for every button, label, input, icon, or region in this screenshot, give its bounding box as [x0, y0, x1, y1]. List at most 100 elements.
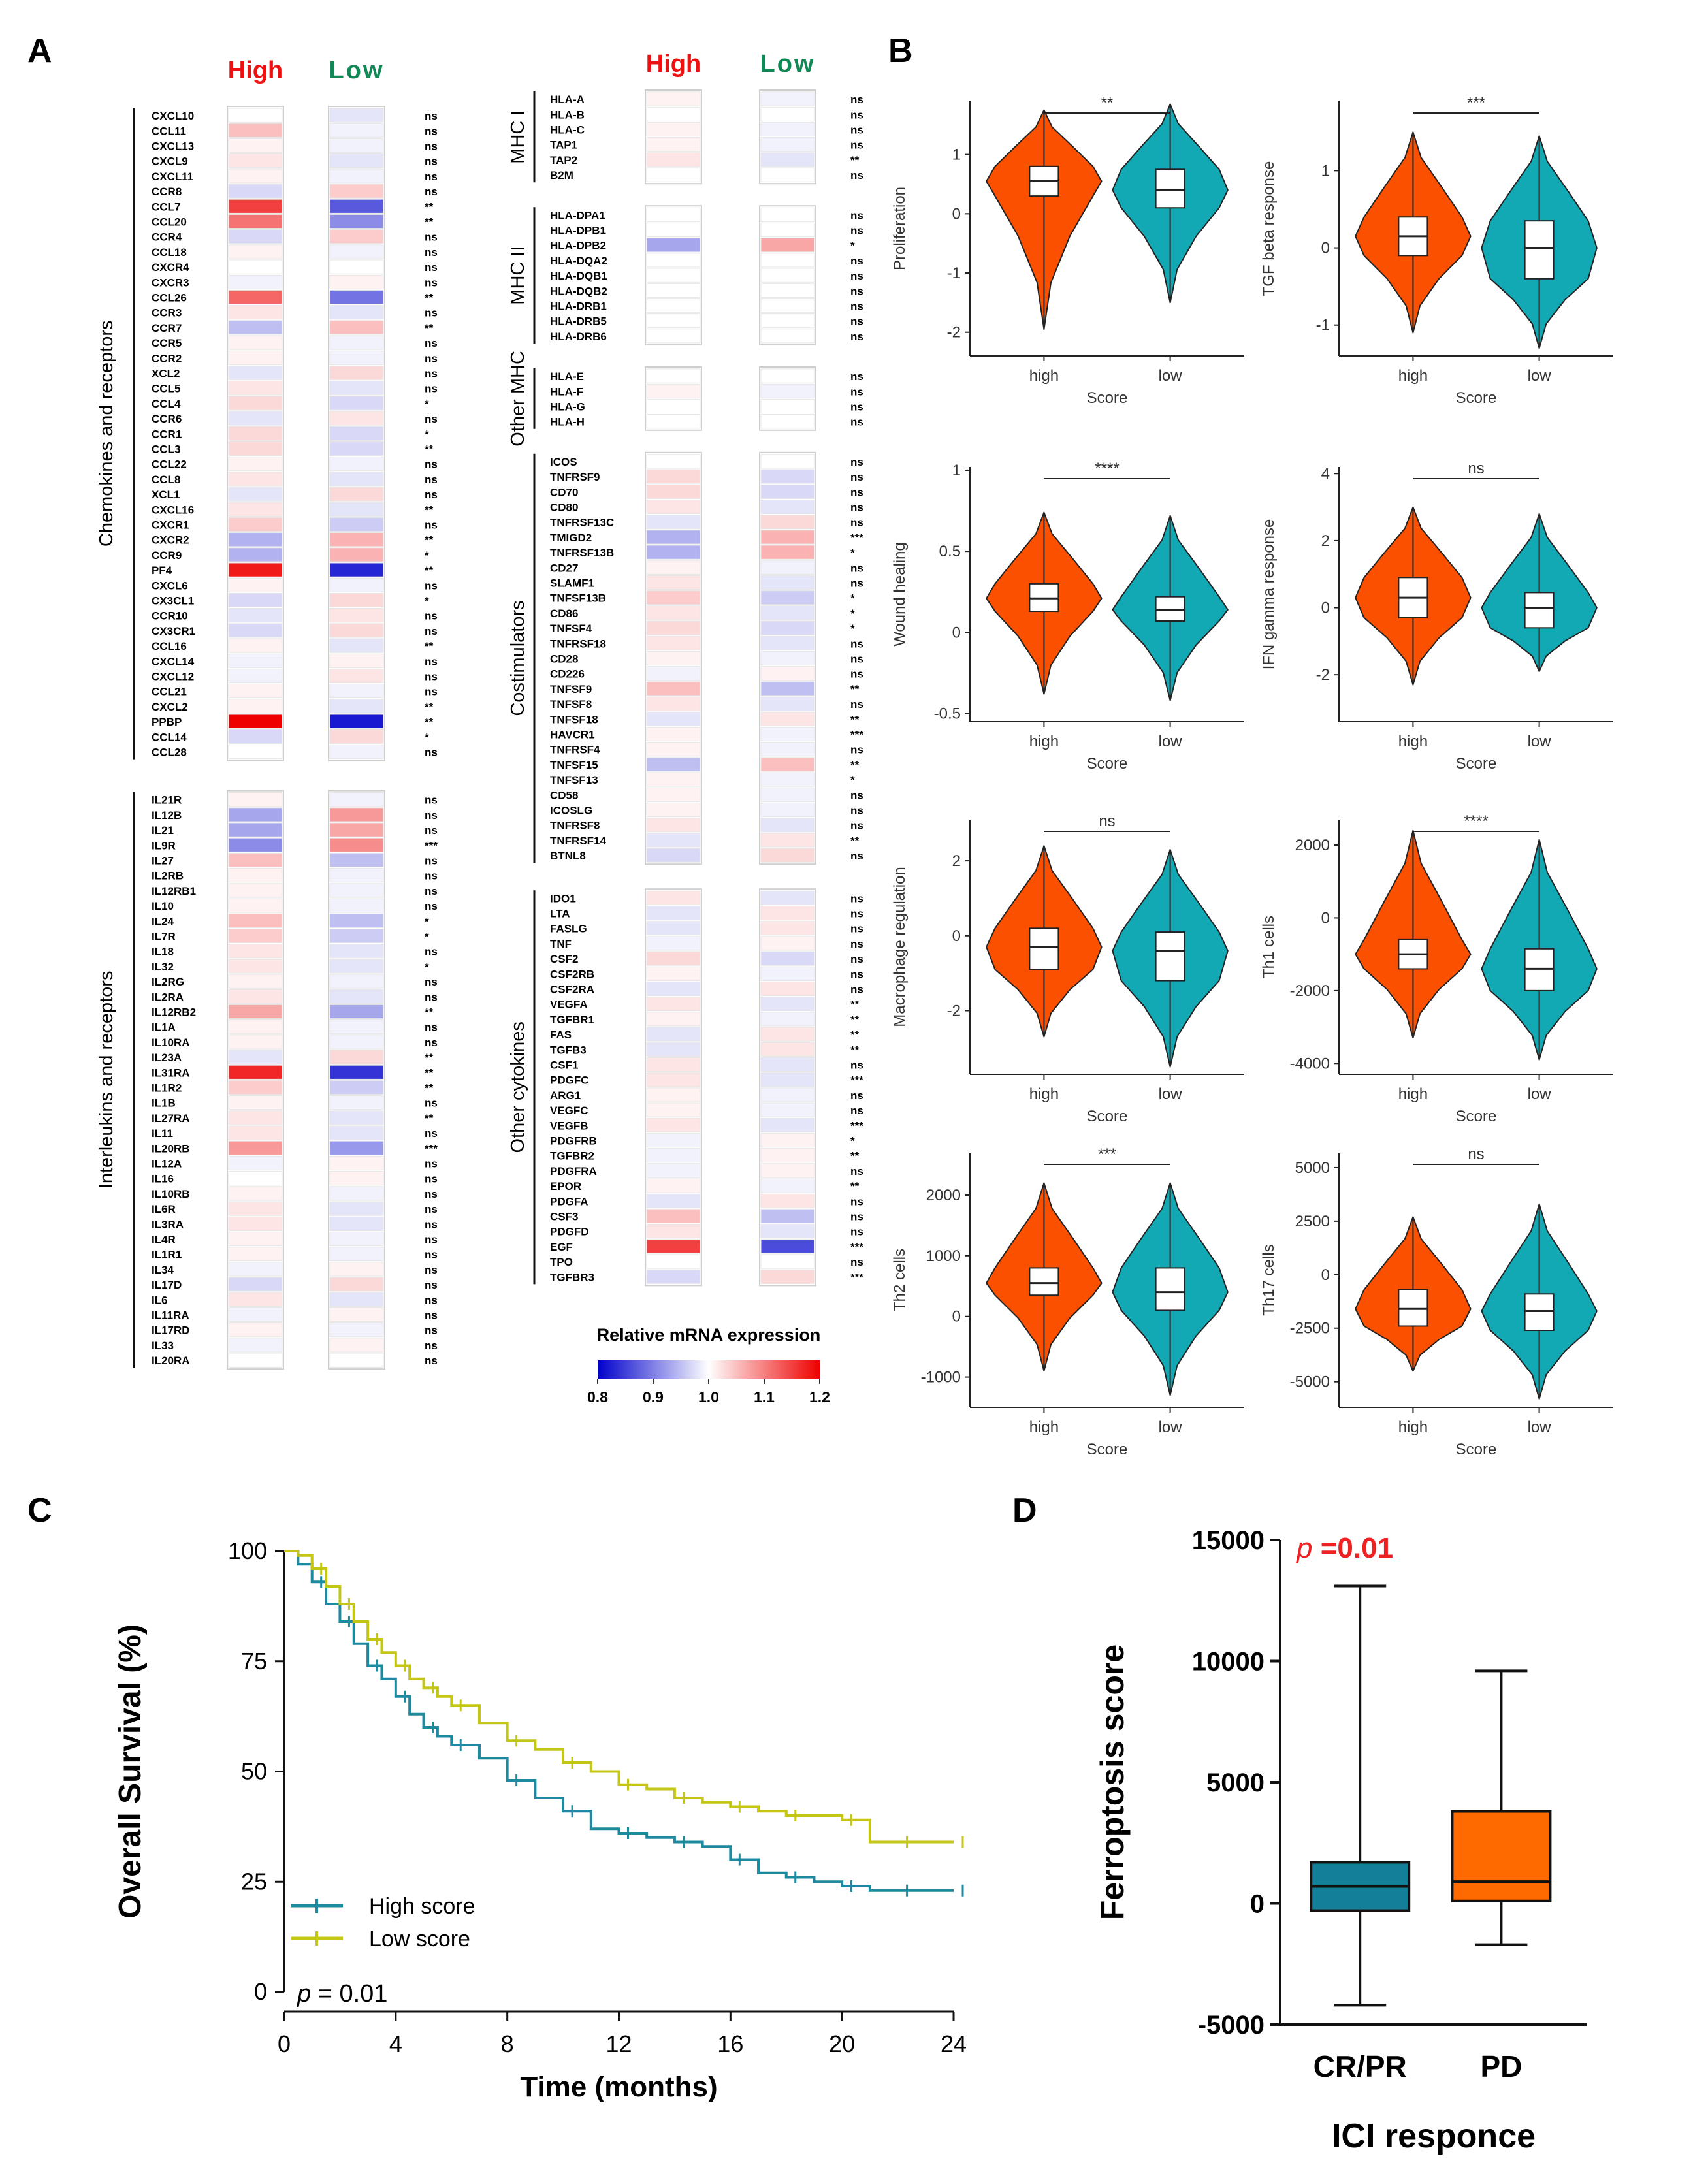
gene-label: HLA-E [550, 370, 584, 383]
heatmap-cell-high [228, 1262, 283, 1277]
heatmap-cell-high [228, 623, 283, 638]
gene-label: CCL22 [152, 458, 187, 471]
heatmap-cell-high [228, 562, 283, 577]
heatmap-group-other-cytokines: IDO1 ns LTA ns FASLG ns TNF ns CSF2 ns CSF2RB ns CSF… [508, 888, 863, 1287]
heatmap-cell-high [228, 1095, 283, 1110]
heatmap-cell-high [228, 729, 283, 744]
significance-label: ns [425, 231, 438, 244]
y-axis-label: Ferroptosis score [1094, 1644, 1131, 1920]
heatmap-cell-low [760, 742, 815, 757]
heatmap-cell-low [329, 729, 384, 744]
heatmap-cell-high [646, 833, 701, 848]
gene-label: CD28 [550, 652, 578, 665]
heatmap-frame-high [645, 451, 702, 865]
significance-label: ns [425, 185, 438, 198]
heatmap-cell-high [646, 742, 701, 757]
gene-label: EGF [550, 1241, 573, 1253]
heatmap-cell-low [760, 1072, 815, 1087]
gene-label: CD80 [550, 501, 578, 513]
significance-label: ns [425, 140, 438, 152]
significance-label: ns [425, 1188, 438, 1200]
heatmap-cell-high [646, 398, 701, 414]
gene-label: TNFRSF4 [550, 744, 600, 756]
x-axis-label: Score [1087, 1441, 1128, 1458]
heatmap-cell-high [646, 635, 701, 650]
significance-label: ns [850, 285, 863, 297]
gene-label: CSF3 [550, 1210, 578, 1223]
heatmap-cell-low [329, 199, 384, 214]
heatmap-cell-low [760, 905, 815, 921]
significance-label: ns [425, 1294, 438, 1306]
y-tick-label: 0 [1321, 1266, 1330, 1284]
heatmap-cell-high [646, 1087, 701, 1102]
significance-label: ns [425, 337, 438, 349]
y-axis-label: Th2 cells [891, 1249, 909, 1311]
gene-label: IL6R [152, 1203, 176, 1215]
heatmap-cell-low [329, 1292, 384, 1307]
legend-tick-label: 0.8 [587, 1388, 608, 1405]
panel-label-d: D [1012, 1492, 1037, 1530]
heatmap-cell-low [329, 229, 384, 244]
heatmap-cell-low [760, 1087, 815, 1102]
heatmap-cell-high [646, 1072, 701, 1087]
heatmap-cell-low [760, 383, 815, 398]
heatmap-cell-high [228, 199, 283, 214]
heatmap-frame-high [227, 106, 284, 761]
heatmap-cell-high [228, 184, 283, 199]
significance-label: *** [850, 1074, 863, 1087]
significance-label: ns [850, 577, 863, 589]
gene-label: ICOSLG [550, 804, 592, 816]
violin-plot-th2-cells: -1000 0 1000 2000 Th2 cells Score high low *** [891, 1146, 1244, 1458]
x-tick-label: high [1029, 733, 1059, 750]
heatmap-cell-high [646, 1269, 701, 1284]
gene-label: IL4R [152, 1233, 176, 1245]
heatmap-cell-high [646, 238, 701, 253]
significance-label: ns [425, 746, 438, 758]
heatmap-cell-high [228, 1292, 283, 1307]
significance-label: ** [850, 1014, 860, 1026]
heatmap-cell-low [329, 944, 384, 959]
gene-label: TNFRSF13C [550, 517, 614, 529]
gene-label: PDGFC [550, 1074, 589, 1087]
y-tick-label: -2 [947, 324, 961, 342]
gene-label: IL32 [152, 961, 174, 973]
gene-label: CCR10 [152, 610, 188, 622]
significance-label: ns [425, 809, 438, 822]
p-value-label: p = 0.01 [297, 1980, 387, 2008]
heatmap-cell-high [646, 1148, 701, 1163]
significance-label: ns [425, 1354, 438, 1367]
heatmap-cell-low [329, 1338, 384, 1353]
heatmap-cell-low [329, 502, 384, 517]
heatmap-cell-high [228, 1338, 283, 1353]
heatmap-cell-low [760, 167, 815, 182]
x-tick-label: 20 [829, 2030, 855, 2057]
legend-tick-label: 1.1 [754, 1388, 775, 1405]
gene-label: TNF [550, 938, 572, 950]
gene-label: CXCL9 [152, 155, 188, 168]
y-tick-label: -5000 [1198, 2011, 1265, 2040]
heatmap-cell-low [760, 650, 815, 666]
heatmap-cell-high [228, 1186, 283, 1201]
heatmap-cell-high [646, 1057, 701, 1072]
significance-label: ns [850, 1059, 863, 1071]
heatmap-cell-high [228, 396, 283, 411]
significance-label: ns [425, 870, 438, 882]
group-label: Chemokines and receptors [96, 321, 117, 547]
significance-label: ** [850, 683, 860, 696]
significance-label: *** [425, 1142, 438, 1155]
significance-label: ns [425, 1203, 438, 1215]
significance-label: ns [850, 1165, 863, 1178]
heatmap-cell-high [228, 653, 283, 668]
x-tick-label: low [1528, 1085, 1552, 1103]
y-tick-label: -1000 [921, 1369, 961, 1387]
gene-label: TNFSF8 [550, 698, 592, 711]
heatmap-cell-low [760, 590, 815, 605]
heatmap-cell-high [646, 499, 701, 515]
gene-label: CSF2 [550, 953, 578, 965]
heatmap-cell-low [329, 426, 384, 441]
heatmap-frame-low [759, 366, 816, 431]
significance-label: ns [425, 854, 438, 867]
gene-label: HLA-DRB5 [550, 315, 607, 328]
gene-label: CXCR4 [152, 261, 189, 274]
